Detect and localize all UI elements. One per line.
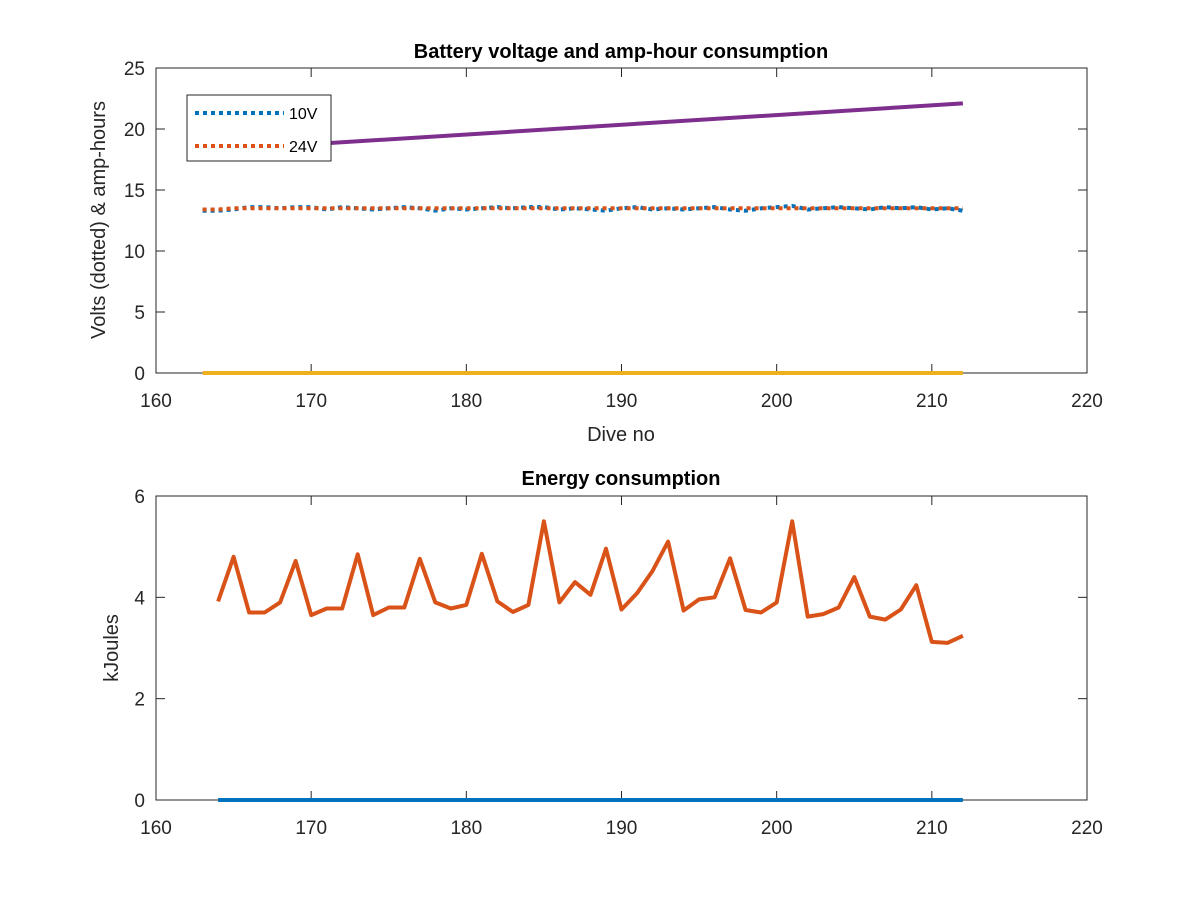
bottom-plot-area (155, 495, 1088, 801)
top-y-tick-label: 10 (124, 242, 145, 263)
bottom-axes: 160 170 180 190 200 210 220 0 2 4 6 Energy consump… (101, 468, 1103, 839)
top-x-tick-label: 220 (1071, 391, 1103, 412)
bottom-chart-title: Energy consumption (522, 468, 721, 490)
legend-label-10v: 10V (289, 106, 318, 123)
top-x-tick-label: 180 (450, 391, 482, 412)
top-axes: 160 170 180 190 200 210 220 0 5 10 15 20 25 Battery … (88, 41, 1103, 446)
top-series-line-24v (202, 206, 963, 212)
top-y-tick-label: 20 (124, 120, 145, 141)
top-y-tick-label: 0 (134, 364, 145, 385)
top-chart-title: Battery voltage and amp-hour consumption (414, 41, 828, 63)
top-y-tick-label: 15 (124, 181, 145, 202)
bottom-series (216, 519, 964, 802)
top-y-tick-label: 5 (134, 303, 145, 324)
top-x-tick-label: 190 (606, 391, 638, 412)
bottom-y-tick-label: 0 (134, 791, 145, 812)
bottom-y-axis-label: kJoules (101, 614, 123, 682)
top-x-tick-label: 210 (916, 391, 948, 412)
bottom-y-tick-label: 6 (134, 487, 145, 508)
bottom-x-tick-label: 180 (450, 818, 482, 839)
legend-box (186, 94, 332, 162)
bottom-x-tick-label: 200 (761, 818, 793, 839)
top-y-tick-label: 25 (124, 59, 145, 80)
bottom-x-tick-label: 210 (916, 818, 948, 839)
legend: 10V 24V (186, 94, 332, 162)
top-y-axis-label: Volts (dotted) & amp-hours (88, 101, 110, 339)
bottom-x-tick-label: 160 (140, 818, 172, 839)
top-x-tick-label: 200 (761, 391, 793, 412)
bottom-y-tick-label: 4 (134, 588, 145, 609)
bottom-x-tick-label: 190 (606, 818, 638, 839)
bottom-y-tick-label: 2 (134, 690, 145, 711)
legend-label-24v: 24V (289, 139, 318, 156)
top-ticks: 160 170 180 190 200 210 220 0 5 10 15 20 25 (124, 59, 1103, 412)
bottom-series-line-series-1 (216, 519, 964, 645)
top-x-axis-label: Dive no (587, 424, 655, 446)
bottom-x-tick-label: 220 (1071, 818, 1103, 839)
top-x-tick-label: 160 (140, 391, 172, 412)
bottom-ticks: 160 170 180 190 200 210 220 0 2 4 6 (134, 487, 1102, 839)
bottom-x-tick-label: 170 (295, 818, 327, 839)
top-x-tick-label: 170 (295, 391, 327, 412)
